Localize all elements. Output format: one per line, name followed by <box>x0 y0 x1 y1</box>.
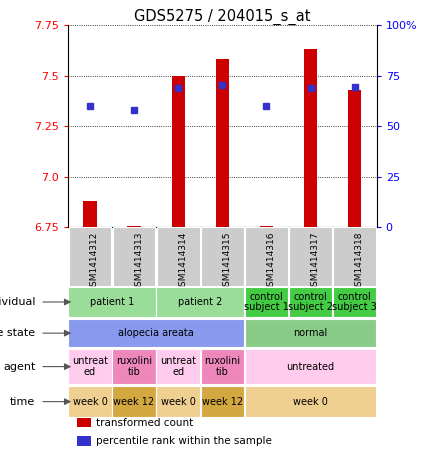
Bar <box>83 201 96 227</box>
Bar <box>127 226 141 227</box>
Bar <box>68 386 112 417</box>
Text: alopecia areata: alopecia areata <box>118 328 194 338</box>
Text: disease state: disease state <box>0 328 35 338</box>
Bar <box>201 349 244 384</box>
Bar <box>245 386 376 417</box>
Bar <box>333 227 376 286</box>
Bar <box>245 349 376 384</box>
Bar <box>68 287 156 318</box>
Bar <box>112 386 156 417</box>
Text: GSM1414316: GSM1414316 <box>266 231 276 292</box>
Text: GSM1414312: GSM1414312 <box>90 231 99 292</box>
Bar <box>333 287 376 318</box>
Text: control
subject 3: control subject 3 <box>332 292 377 313</box>
Bar <box>68 227 111 286</box>
Text: transformed count: transformed count <box>95 418 193 428</box>
Text: week 12: week 12 <box>202 397 243 407</box>
Title: GDS5275 / 204015_s_at: GDS5275 / 204015_s_at <box>134 9 311 25</box>
Text: patient 1: patient 1 <box>90 297 134 307</box>
Bar <box>172 76 185 227</box>
Text: week 12: week 12 <box>113 397 155 407</box>
Bar <box>245 287 288 318</box>
Bar <box>112 349 156 384</box>
Bar <box>156 287 244 318</box>
Bar <box>68 349 112 384</box>
Bar <box>245 319 376 347</box>
Text: agent: agent <box>3 361 35 371</box>
Text: GSM1414315: GSM1414315 <box>223 231 231 292</box>
Text: GSM1414313: GSM1414313 <box>134 231 143 292</box>
Bar <box>157 227 200 286</box>
Bar <box>215 59 229 227</box>
Text: normal: normal <box>293 328 328 338</box>
Text: control
subject 1: control subject 1 <box>244 292 289 313</box>
Text: GSM1414318: GSM1414318 <box>355 231 364 292</box>
Text: untreated: untreated <box>286 361 335 371</box>
Text: GSM1414314: GSM1414314 <box>178 231 187 292</box>
Text: GSM1414317: GSM1414317 <box>311 231 319 292</box>
Bar <box>289 287 332 318</box>
Text: week 0: week 0 <box>293 397 328 407</box>
Text: untreat
ed: untreat ed <box>72 356 108 377</box>
Bar <box>77 418 91 428</box>
Text: ruxolini
tib: ruxolini tib <box>204 356 240 377</box>
Bar <box>201 386 244 417</box>
Bar <box>77 436 91 446</box>
Bar <box>156 349 200 384</box>
Bar <box>68 319 244 347</box>
Bar <box>245 227 288 286</box>
Text: time: time <box>10 397 35 407</box>
Text: control
subject 2: control subject 2 <box>288 292 333 313</box>
Text: week 0: week 0 <box>161 397 196 407</box>
Bar <box>289 227 332 286</box>
Bar <box>113 227 155 286</box>
Text: week 0: week 0 <box>73 397 107 407</box>
Text: ruxolini
tib: ruxolini tib <box>116 356 152 377</box>
Text: untreat
ed: untreat ed <box>160 356 196 377</box>
Bar <box>260 226 273 227</box>
Bar <box>156 386 200 417</box>
Text: individual: individual <box>0 297 35 307</box>
Text: patient 2: patient 2 <box>178 297 223 307</box>
Bar <box>201 227 244 286</box>
Bar <box>304 49 317 227</box>
Bar <box>348 90 361 227</box>
Text: percentile rank within the sample: percentile rank within the sample <box>95 436 272 446</box>
